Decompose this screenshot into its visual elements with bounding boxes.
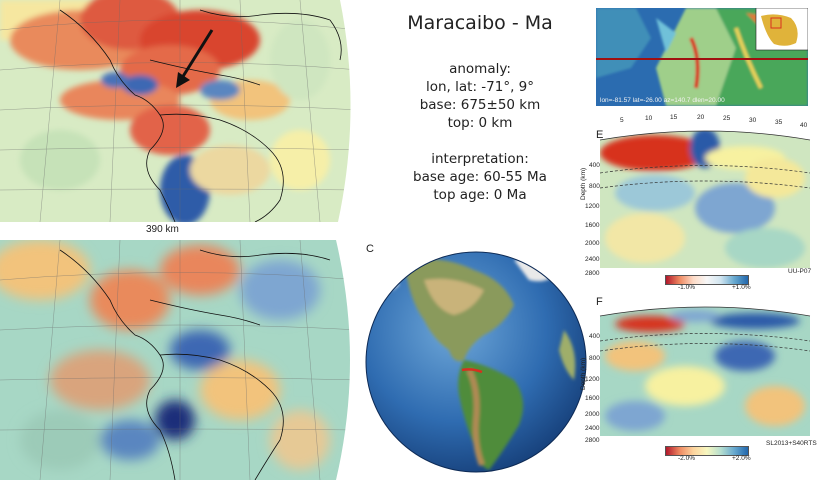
f-depth-tick-5: 2000 [585,411,600,418]
anomaly-lonlat: lon, lat: -71°, 9° [425,79,535,95]
f-depth-tick-1: 400 [589,333,600,340]
e-legend-max: +1.0% [732,284,751,291]
anomaly-heading: anomaly: [449,61,511,77]
e-top-tick-8: 40 [800,122,808,129]
panel-label-c: C [366,243,374,255]
e-top-tick-7: 35 [775,119,783,126]
panel-label-f: F [596,296,603,308]
f-colorbar [665,446,749,456]
e-top-tick-3: 15 [670,114,678,121]
cross-section-e [595,118,820,278]
page-title: Maracaibo - Ma [407,12,553,34]
e-depth-tick-2: 800 [589,183,600,190]
e-depth-tick-5: 2000 [585,240,600,247]
scale-label: 390 km [146,224,179,235]
e-depth-tick-4: 1600 [585,222,600,229]
e-top-tick-5: 25 [723,115,731,122]
e-depth-tick-3: 1200 [585,203,600,210]
panel-label-e: E [596,129,604,141]
f-depth-tick-7: 2800 [585,437,600,444]
e-top-tick-4: 20 [697,114,705,121]
e-model-name: UU-P07 [788,268,812,275]
f-depth-tick-2: 800 [589,355,600,362]
f-depth-axis-label: Depth (km) [580,357,587,390]
e-colorbar [665,275,749,285]
e-top-tick-1: 5 [620,117,624,124]
f-depth-tick-6: 2400 [585,425,600,432]
f-depth-tick-4: 1600 [585,395,600,402]
e-legend-min: -1.0% [678,284,695,291]
e-top-tick-2: 10 [645,115,653,122]
inset-map [596,8,808,106]
inset-caption: lon=-81.57 lat=-26.00 az=140.7 dlen=20.0… [600,97,725,104]
tomography-map-a [0,0,360,222]
e-top-tick-6: 30 [749,117,757,124]
anomaly-top: top: 0 km [447,115,513,131]
anomaly-marker [461,368,483,374]
interpretation-top-age: top age: 0 Ma [433,187,527,203]
globe [364,250,589,475]
e-depth-tick-6: 2400 [585,256,600,263]
cross-section-f [595,296,820,441]
e-depth-tick-7: 2800 [585,270,600,277]
interpretation-heading: interpretation: [431,151,529,167]
f-legend-max: +2.0% [732,455,751,462]
interpretation-base-age: base age: 60-55 Ma [413,169,547,185]
tomography-map-b [0,240,360,480]
e-depth-tick-1: 400 [589,162,600,169]
f-depth-tick-3: 1200 [585,376,600,383]
anomaly-base: base: 675±50 km [419,97,541,113]
anomaly-arrow [180,29,214,79]
e-depth-axis-label: Depth (km) [580,167,587,200]
f-model-name: SL2013+S40RTS [766,440,817,447]
f-legend-min: -2.0% [678,455,695,462]
